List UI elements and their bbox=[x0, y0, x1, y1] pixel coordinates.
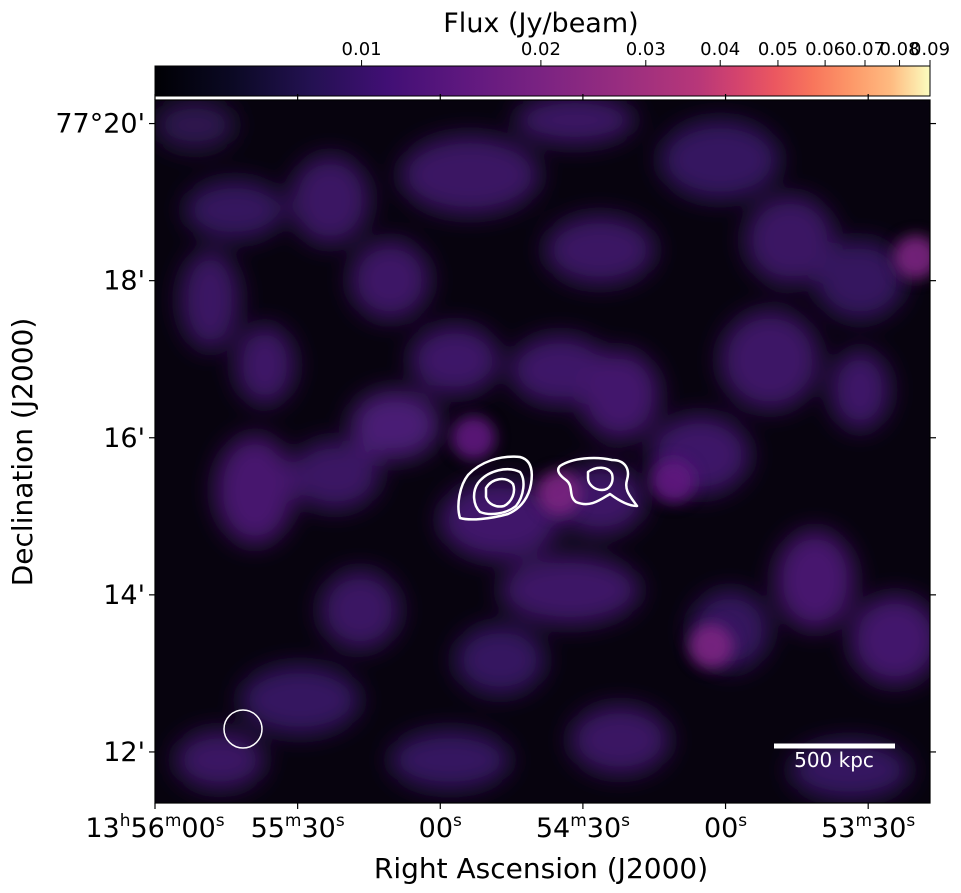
colorbar-label: Flux (Jy/beam) bbox=[443, 8, 638, 39]
y-tick-label-0: 77°20' bbox=[55, 109, 145, 140]
colorbar-tick-label-0: 0.01 bbox=[342, 39, 382, 60]
y-tick-label-4: 12' bbox=[103, 737, 145, 768]
bright-sources bbox=[451, 235, 930, 668]
scalebar-label: 500 kpc bbox=[794, 748, 874, 772]
contour-east-inner bbox=[484, 477, 516, 508]
colorbar-ticks: 0.01 0.02 0.03 0.04 0.05 0.06 0.070.080.09 bbox=[342, 39, 950, 66]
colorbar-tick-label-7: 0.08 bbox=[879, 39, 919, 60]
y-axis-label: Declination (J2000) bbox=[6, 318, 39, 587]
contour-east-middle bbox=[472, 468, 525, 516]
colorbar-tick-label-8: 0.09 bbox=[910, 39, 950, 60]
colorbar-tick-label-6: 0.07 bbox=[845, 39, 885, 60]
bright-source-3 bbox=[893, 235, 930, 280]
x-axis: 13h56m00s 55m30s 00s 54m30s 00s 53m30s bbox=[85, 94, 915, 844]
colorbar-tick-label-1: 0.02 bbox=[521, 39, 561, 60]
y-tick-label-1: 18' bbox=[103, 266, 145, 297]
x-tick-label-3: 54m30s bbox=[536, 811, 630, 844]
contour-east-outer bbox=[457, 455, 534, 521]
x-tick-label-1: 55m30s bbox=[251, 811, 345, 844]
y-tick-label-2: 16' bbox=[103, 423, 145, 454]
contour-west-inner bbox=[586, 466, 614, 492]
contours bbox=[457, 455, 639, 521]
x-tick-label-2: 00s bbox=[419, 811, 462, 844]
colorbar-tick-label-4: 0.05 bbox=[758, 39, 798, 60]
contour-west-outer bbox=[557, 456, 639, 508]
beam-circle bbox=[223, 709, 263, 749]
x-axis-label: Right Ascension (J2000) bbox=[374, 852, 708, 885]
plot-frame bbox=[154, 99, 931, 804]
colorbar: Flux (Jy/beam) 0.01 0.02 0.03 0.04 0.05 0.06 0… bbox=[154, 8, 950, 97]
flux-map: 500 kpc bbox=[154, 99, 931, 804]
x-tick-label-0: 13h56m00s bbox=[85, 811, 224, 844]
bright-source-0 bbox=[537, 470, 582, 515]
y-tick-label-3: 14' bbox=[103, 580, 145, 611]
colorbar-tick-label-3: 0.04 bbox=[700, 39, 740, 60]
x-tick-label-5: 53m30s bbox=[821, 811, 915, 844]
bright-source-2 bbox=[689, 623, 734, 668]
colorbar-tick-label-2: 0.03 bbox=[626, 39, 666, 60]
colorbar-gradient bbox=[154, 65, 931, 97]
colorbar-tick-label-5: 0.06 bbox=[805, 39, 845, 60]
x-tick-label-4: 00s bbox=[704, 811, 747, 844]
diffuse-emission bbox=[155, 100, 930, 800]
bright-source-4 bbox=[451, 415, 496, 460]
y-axis: 77°20' 18' 16' 14' 12' bbox=[55, 109, 936, 768]
bright-source-1 bbox=[651, 458, 696, 503]
